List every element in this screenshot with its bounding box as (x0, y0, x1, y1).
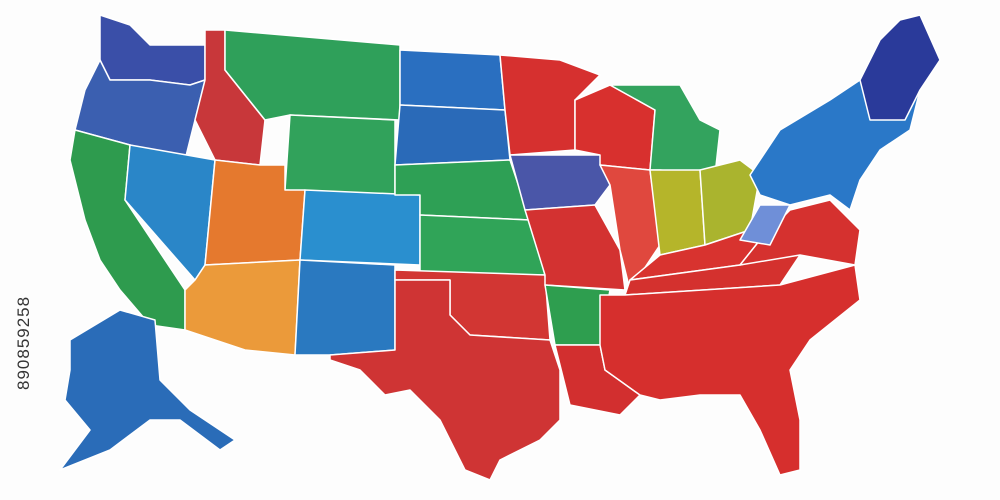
states (59, 14, 941, 481)
texas (329, 279, 561, 481)
new-mexico (294, 259, 396, 356)
colorado (299, 189, 421, 266)
north-dakota (399, 49, 506, 111)
new-england (859, 14, 941, 121)
alaska (59, 309, 236, 471)
ohio (699, 159, 761, 246)
southeast (599, 264, 861, 476)
missouri (524, 204, 626, 291)
south-dakota (394, 104, 511, 166)
kansas (419, 214, 546, 276)
watermark-id: 890859258 (14, 296, 33, 390)
wyoming (284, 114, 396, 196)
iowa (509, 154, 611, 211)
indiana (649, 169, 706, 256)
